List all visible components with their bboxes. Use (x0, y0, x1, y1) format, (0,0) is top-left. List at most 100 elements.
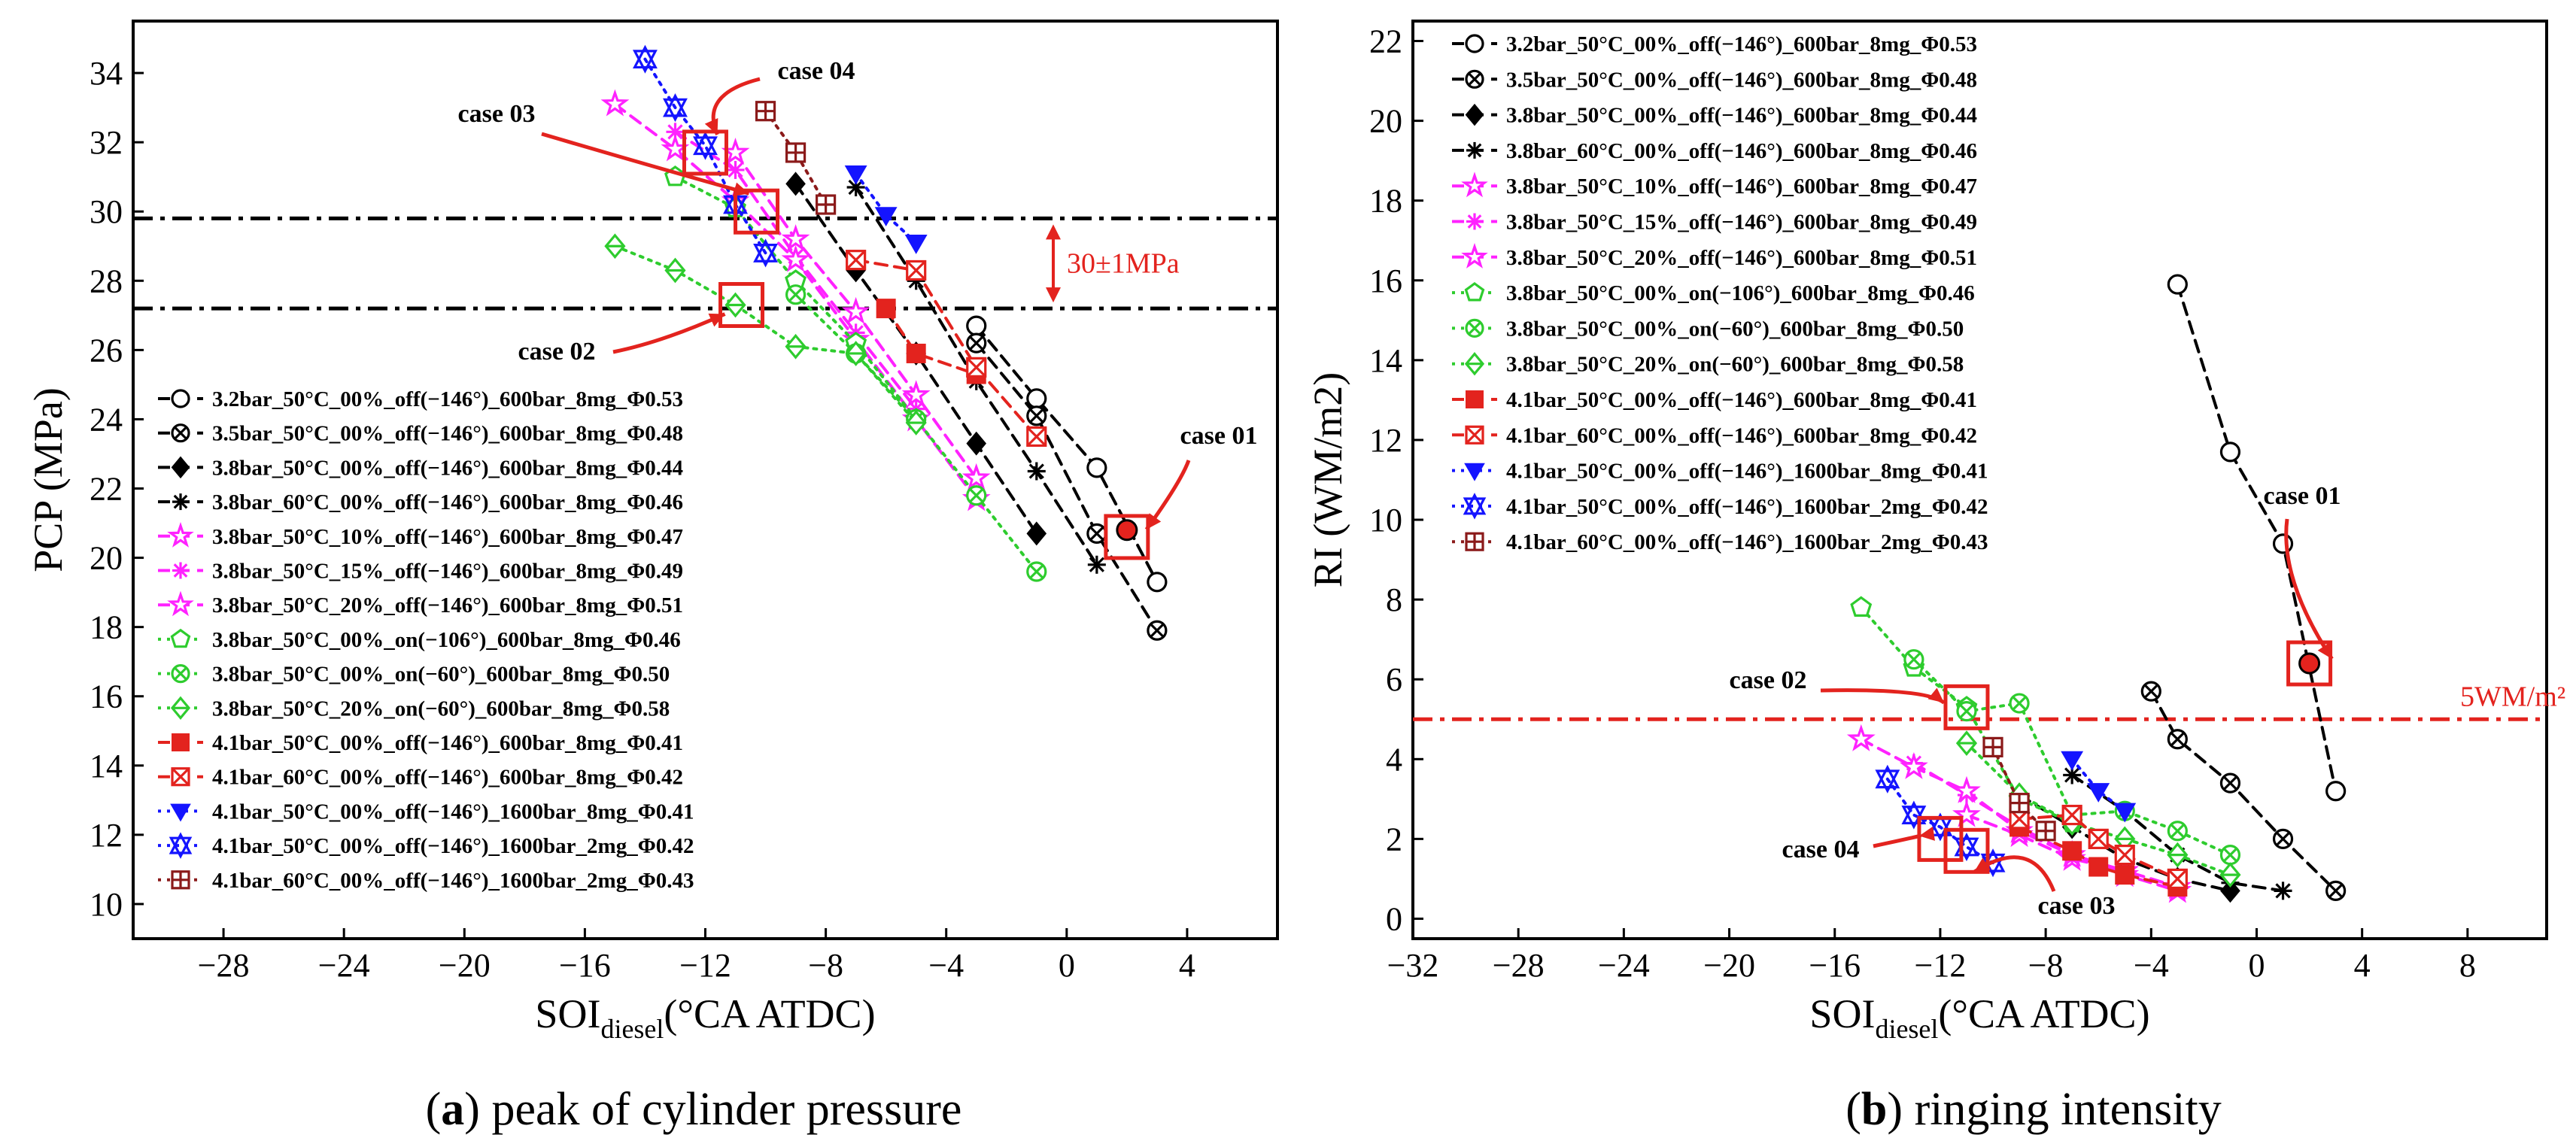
data-point (2167, 842, 2189, 868)
legend-marker (171, 389, 190, 408)
case-01-annotation: case 01 (2264, 482, 2341, 687)
x-tick-label: −8 (2028, 947, 2064, 984)
data-point (966, 332, 987, 354)
legend-entry: 3.5bar_50°C_00%_off(−146°)_600bar_8mg_Φ0… (1452, 68, 1977, 92)
series-5 (721, 138, 991, 490)
legend-marker (1465, 103, 1484, 126)
series-line (613, 244, 918, 424)
legend-label: 3.8bar_60°C_00%_off(−146°)_600bar_8mg_Φ0… (1506, 139, 1977, 163)
data-point (2009, 793, 2030, 814)
case-box (1104, 514, 1150, 560)
legend-entry: 4.1bar_50°C_00%_off(−146°)_1600bar_8mg_Φ… (1452, 460, 1988, 484)
legend: 3.2bar_50°C_00%_off(−146°)_600bar_8mg_Φ0… (158, 387, 694, 893)
legend-label: 3.2bar_50°C_00%_off(−146°)_600bar_8mg_Φ0… (1506, 32, 1977, 56)
case-02-annotation: case 02 (1730, 666, 1990, 730)
data-point (1027, 462, 1046, 481)
legend-marker (171, 767, 190, 787)
y-tick-label: 14 (1369, 342, 1402, 379)
y-tick-label: 34 (90, 55, 123, 92)
x-tick-label: −28 (198, 947, 250, 984)
legend-marker (167, 522, 194, 548)
series-line (2176, 283, 2338, 793)
data-point (1952, 800, 1981, 827)
case-arrowhead (708, 313, 725, 327)
plot-frame (1411, 20, 2548, 940)
data-point (2167, 729, 2188, 750)
data-point (2035, 821, 2056, 842)
x-tick-label: −28 (1493, 947, 1545, 984)
legend-label: 4.1bar_60°C_00%_off(−146°)_1600bar_2mg_Φ… (1506, 530, 1988, 554)
y-tick-label: 8 (1386, 581, 1402, 618)
legend-marker (1465, 425, 1484, 445)
data-point (2167, 274, 2188, 295)
data-point (2272, 533, 2294, 554)
data-point (1850, 596, 1873, 618)
case-label: case 01 (1180, 422, 1258, 450)
legend-entry: 3.8bar_50°C_20%_off(−146°)_600bar_8mg_Φ0… (1452, 243, 1977, 270)
legend-entry: 3.8bar_50°C_00%_on(−60°)_600bar_8mg_Φ0.5… (1452, 317, 1964, 341)
data-point (2219, 772, 2241, 794)
case-arrowhead (1927, 687, 1944, 703)
legend-entry: 4.1bar_60°C_00%_off(−146°)_1600bar_2mg_Φ… (158, 869, 694, 893)
data-point (2114, 845, 2135, 866)
series-line (1965, 813, 2180, 888)
legend-marker (1464, 463, 1485, 481)
data-point (753, 238, 778, 268)
legend-label: 3.5bar_50°C_00%_off(−146°)_600bar_8mg_Φ0… (212, 422, 683, 446)
x-tick-label: 8 (2459, 947, 2476, 984)
legend-entry: 4.1bar_50°C_00%_off(−146°)_1600bar_2mg_Φ… (158, 832, 694, 859)
band-arrowhead-down (1046, 287, 1061, 303)
legend-entry: 4.1bar_60°C_00%_off(−146°)_1600bar_2mg_Φ… (1452, 530, 1988, 554)
legend-label: 3.8bar_50°C_00%_on(−60°)_600bar_8mg_Φ0.5… (212, 663, 670, 687)
series-group (600, 44, 1168, 641)
band-indicator: 30±1MPa (1046, 224, 1180, 303)
legend-label: 3.8bar_60°C_00%_off(−146°)_600bar_8mg_Φ0… (212, 490, 683, 514)
x-tick-label: −20 (439, 947, 491, 984)
data-point (901, 380, 931, 408)
case-box (2286, 640, 2333, 687)
data-point (2325, 781, 2347, 802)
data-point (844, 165, 867, 185)
y-tick-label: 22 (1369, 23, 1402, 60)
y-tick-label: 20 (1369, 103, 1402, 140)
case-box (682, 129, 728, 176)
y-ticks: 10 12 14 16 18 20 22 24 26 28 30 32 34 (90, 55, 144, 923)
case-arrowhead (732, 182, 749, 197)
data-point (1899, 751, 1928, 779)
data-point (664, 257, 686, 284)
y-tick-label: 24 (90, 401, 123, 438)
x-tick-label: −16 (559, 947, 611, 984)
band-arrowhead-up (1046, 224, 1061, 240)
legend-label: 4.1bar_50°C_00%_off(−146°)_1600bar_8mg_Φ… (212, 800, 694, 824)
series-line (854, 258, 1038, 438)
case-arrow (1873, 833, 1922, 848)
data-point (1952, 775, 1981, 803)
data-point (846, 250, 867, 271)
legend-entry: 4.1bar_50°C_00%_off(−146°)_600bar_8mg_Φ0… (158, 731, 683, 755)
data-point (2140, 681, 2161, 702)
y-tick-label: 2 (1386, 821, 1402, 857)
case-arrow (711, 77, 761, 135)
case-label: case 01 (2264, 482, 2341, 510)
legend-marker (1464, 282, 1485, 302)
case-arrowhead (1973, 857, 1991, 872)
series-1 (2167, 274, 2347, 802)
series-12 (846, 250, 1047, 448)
data-point (1086, 523, 1107, 544)
data-point (600, 89, 630, 117)
data-point (1086, 457, 1107, 478)
legend-entry: 3.8bar_50°C_15%_off(−146°)_600bar_8mg_Φ0… (158, 560, 683, 584)
case-box (1943, 684, 1990, 730)
x-tick-label: −24 (318, 947, 370, 984)
y-tick-label: 18 (1369, 183, 1402, 220)
x-axis-label: SOIdiesel(°CA ATDC) (535, 991, 875, 1044)
y-tick-label: 12 (1369, 422, 1402, 459)
series-line (643, 57, 767, 255)
x-tick-label: −4 (928, 947, 964, 984)
x-axis-label: SOIdiesel(°CA ATDC) (1809, 991, 2149, 1044)
data-point (2167, 821, 2188, 842)
legend-entry: 3.2bar_50°C_00%_off(−146°)_600bar_8mg_Φ0… (1452, 32, 1977, 56)
case-arrow (541, 132, 750, 196)
data-point (816, 194, 837, 215)
series-group (1846, 274, 2347, 903)
